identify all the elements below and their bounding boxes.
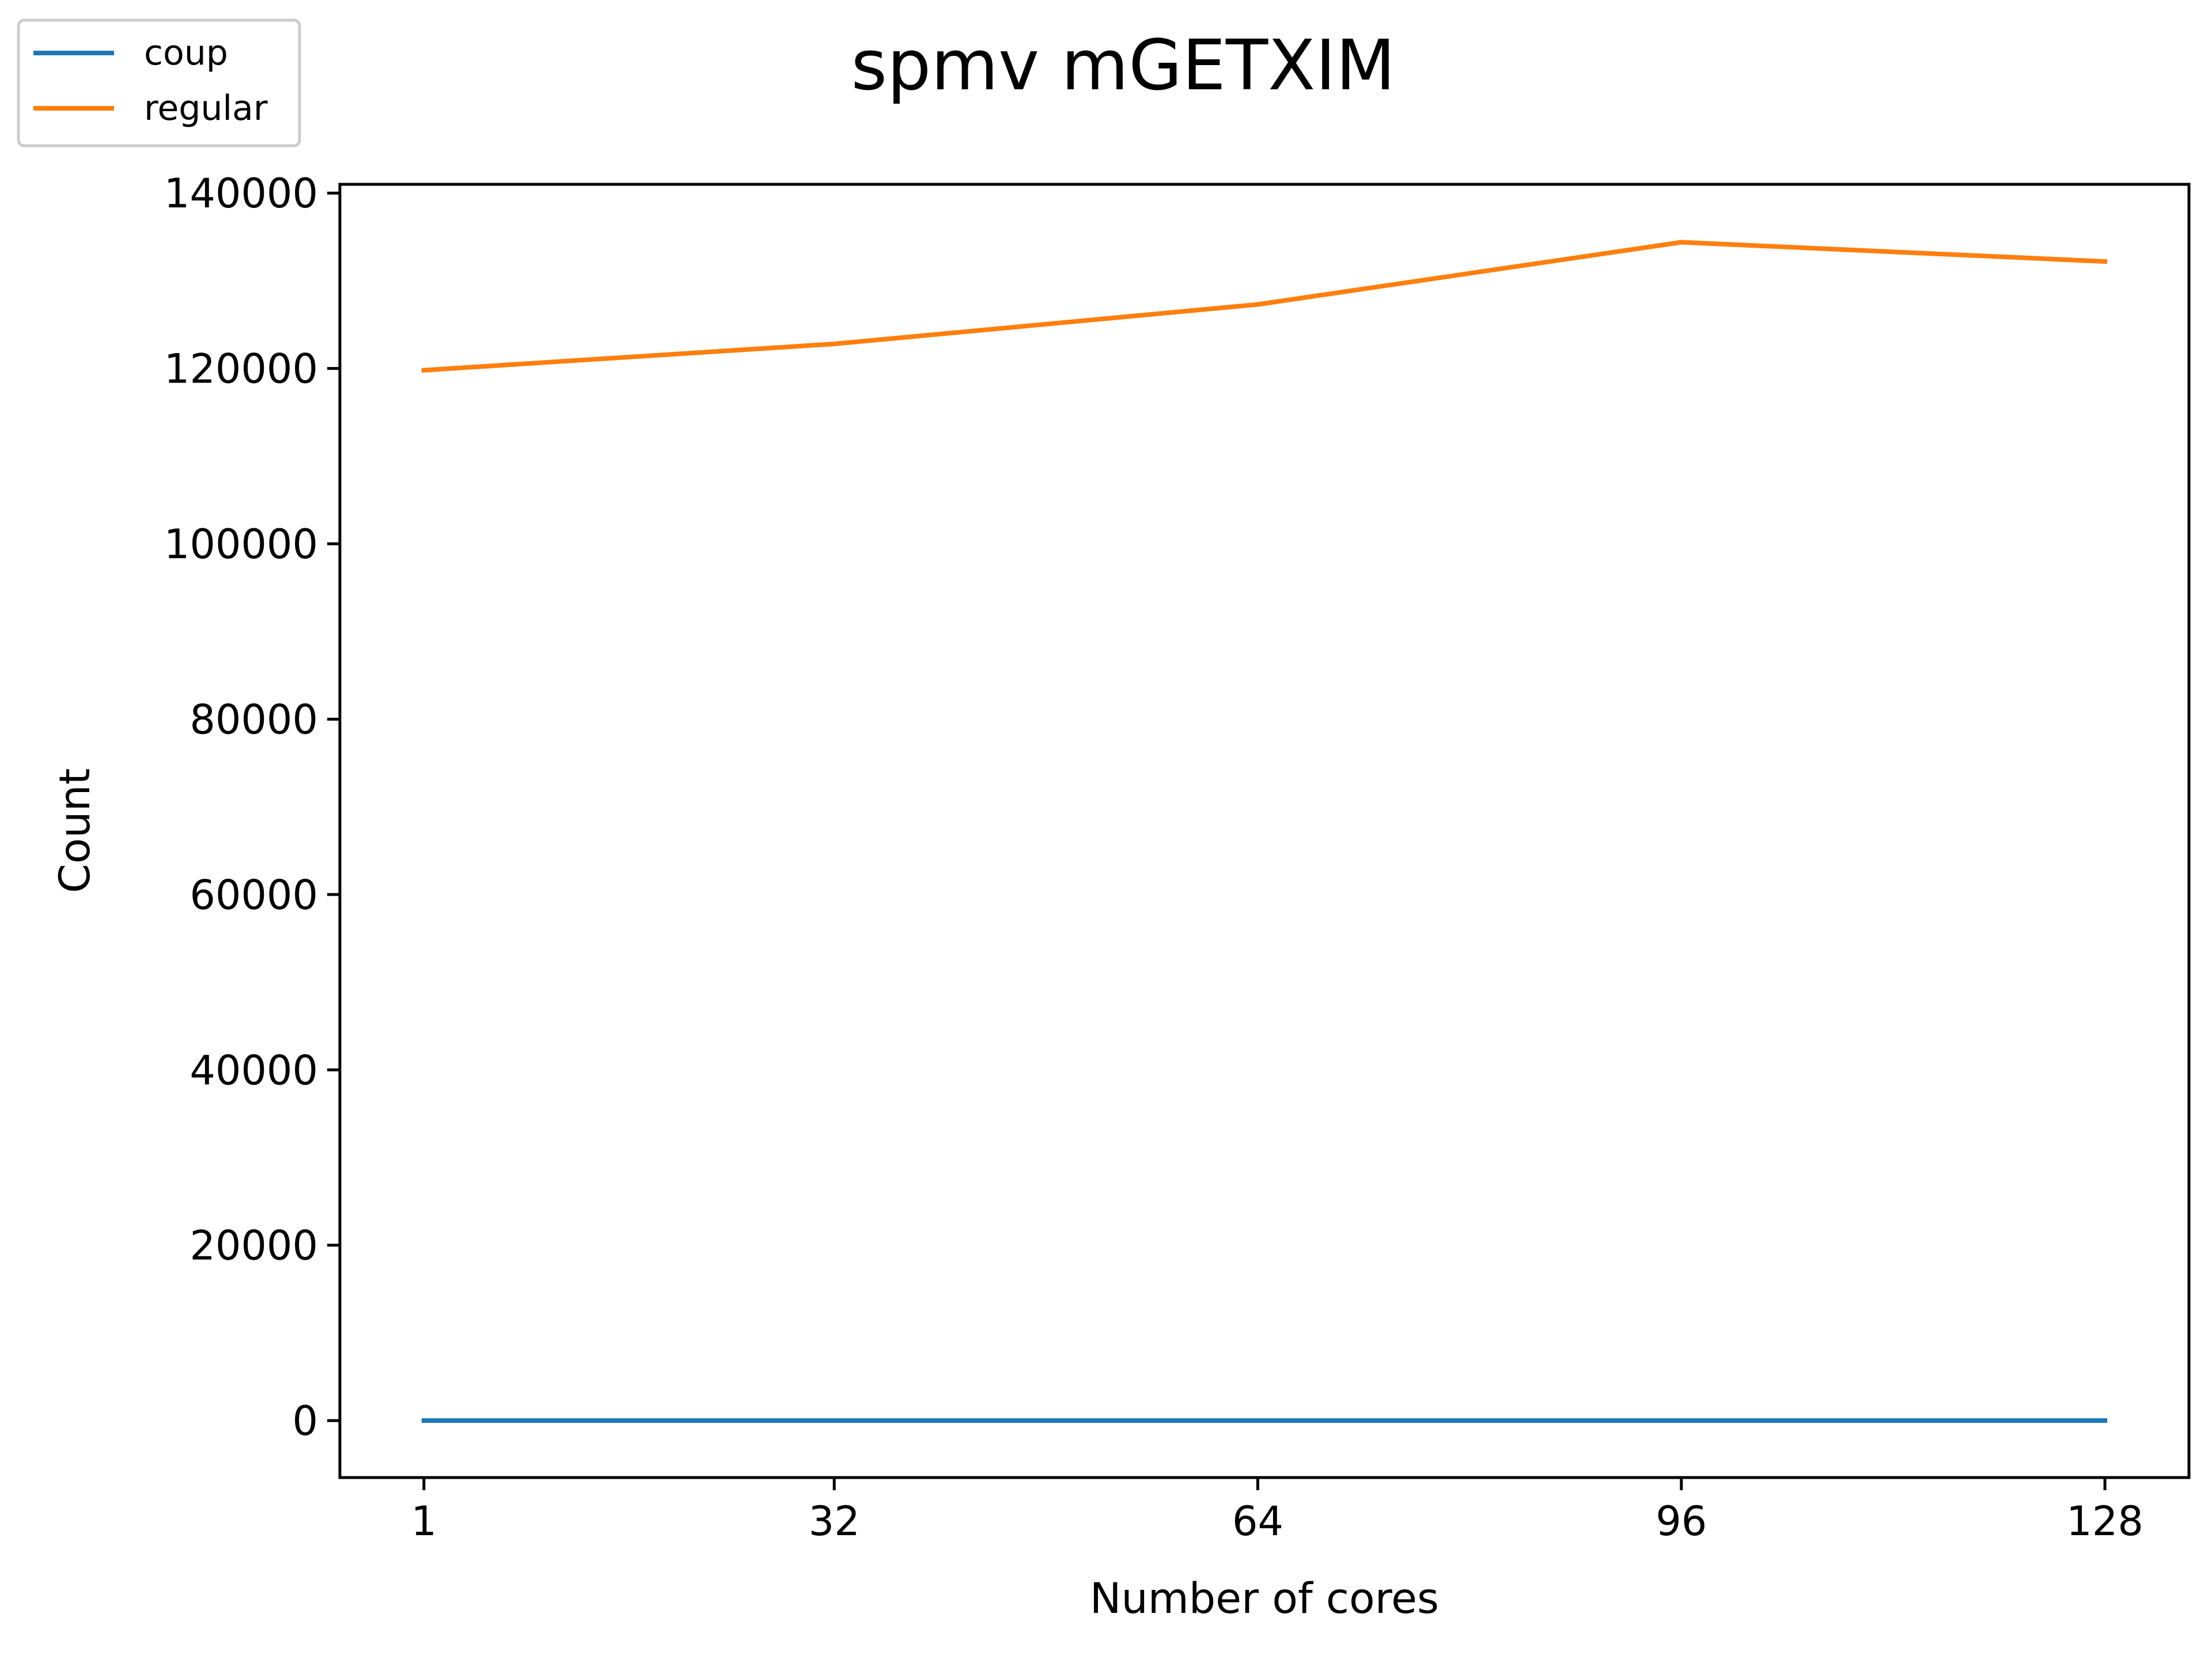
x-tick-label: 1 [411, 1498, 437, 1545]
x-tick-label: 32 [809, 1498, 860, 1545]
legend-label-regular: regular [144, 88, 268, 128]
y-tick-label: 60000 [190, 872, 318, 919]
y-tick-label: 120000 [164, 346, 318, 393]
legend-label-coup: coup [144, 33, 228, 73]
legend: coup regular [17, 18, 301, 147]
y-tick-label: 20000 [190, 1222, 318, 1270]
chart-title: spmv mGETXIM [851, 26, 1396, 106]
x-tick-label: 128 [2066, 1498, 2143, 1545]
y-tick-label: 140000 [164, 170, 318, 217]
plot-area [421, 240, 2108, 1423]
y-axis: 0 20000 40000 60000 80000 100000 120000 140000 [164, 170, 340, 1445]
series-line-regular [421, 240, 2108, 373]
x-tick-label: 96 [1656, 1498, 1707, 1545]
y-axis-label: Count [51, 768, 100, 893]
y-tick-label: 0 [292, 1397, 318, 1445]
plot-frame [338, 183, 2191, 1479]
y-tick-label: 80000 [190, 696, 318, 743]
x-axis: 1 32 64 96 128 [411, 1478, 2143, 1545]
y-tick-label: 100000 [164, 521, 318, 568]
x-tick-label: 64 [1232, 1498, 1283, 1545]
x-axis-label: Number of cores [1090, 1574, 1439, 1623]
y-tick-label: 40000 [190, 1047, 318, 1094]
